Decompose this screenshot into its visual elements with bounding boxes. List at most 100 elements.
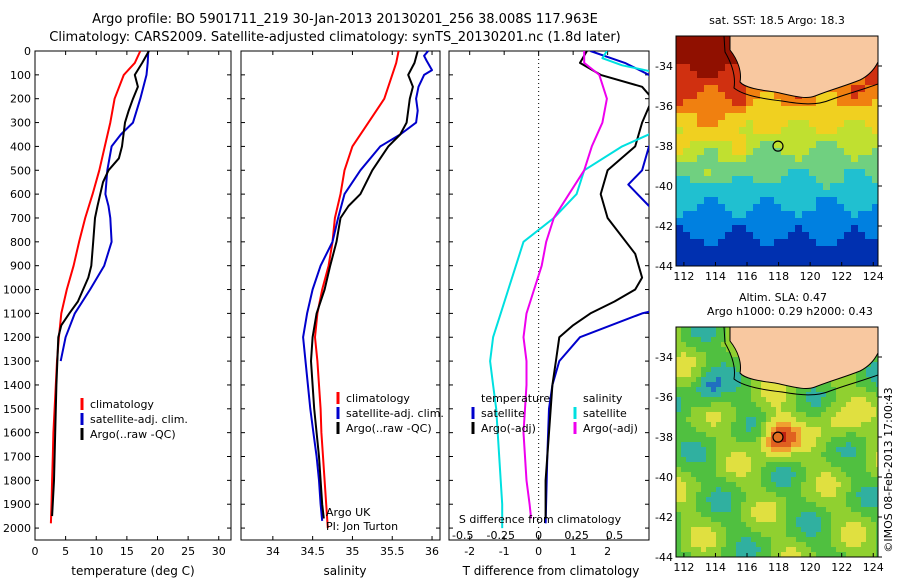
heatmap-cell (726, 342, 732, 348)
heatmap-cell (865, 106, 873, 114)
heatmap-cell (731, 382, 737, 388)
heatmap-cell (796, 472, 802, 478)
heatmap-cell (751, 512, 757, 518)
heatmap-cell (751, 502, 757, 508)
heatmap-cell (836, 397, 842, 403)
heatmap-cell (697, 134, 705, 142)
heatmap-cell (683, 50, 691, 58)
heatmap-cell (683, 148, 691, 156)
heatmap-cell (718, 134, 726, 142)
heatmap-cell (846, 552, 852, 557)
heatmap-cell (766, 402, 772, 408)
heatmap-cell (736, 487, 742, 493)
depth-tick-label: 100 (10, 69, 31, 82)
heatmap-cell (861, 402, 867, 408)
heatmap-cell (706, 427, 712, 433)
heatmap-cell (841, 512, 847, 518)
heatmap-cell (726, 487, 732, 493)
heatmap-cell (796, 547, 802, 553)
heatmap-cell (821, 537, 827, 543)
heatmap-cell (809, 113, 817, 121)
heatmap-cell (781, 412, 787, 418)
heatmap-cell (856, 417, 862, 423)
heatmap-cell (725, 106, 733, 114)
heatmap-cell (706, 397, 712, 403)
depth-axis-ticks: 0100200300400500600700800900100011001200… (3, 45, 231, 535)
heatmap-cell (706, 457, 712, 463)
heatmap-cell (766, 397, 772, 403)
heatmap-cell (781, 92, 789, 100)
heatmap-cell (761, 477, 767, 483)
heatmap-cell (830, 148, 838, 156)
heatmap-cell (871, 492, 877, 498)
heatmap-cell (781, 507, 787, 513)
heatmap-cell (776, 427, 782, 433)
heatmap-cell (676, 204, 684, 212)
temperature-panel: 0100200300400500600700800900100011001200… (3, 45, 232, 578)
heatmap-cell (871, 402, 877, 408)
heatmap-cell (826, 547, 832, 553)
sst-land-mass (729, 36, 878, 98)
heatmap-cell (811, 542, 817, 548)
heatmap-cell (746, 387, 752, 393)
heatmap-cell (701, 432, 707, 438)
heatmap-cell (736, 412, 742, 418)
heatmap-cell (746, 402, 752, 408)
heatmap-cell (761, 502, 767, 508)
heatmap-cell (830, 232, 838, 240)
heatmap-cell (791, 537, 797, 543)
heatmap-cell (846, 462, 852, 468)
heatmap-cell (756, 457, 762, 463)
heatmap-cell (856, 522, 862, 528)
heatmap-cell (781, 547, 787, 553)
heatmap-cell (746, 547, 752, 553)
heatmap-cell (788, 197, 796, 205)
heatmap-cell (776, 497, 782, 503)
heatmap-cell (690, 225, 698, 233)
heatmap-cell (716, 412, 722, 418)
heatmap-cell (861, 407, 867, 413)
heatmap-cell (732, 183, 740, 191)
heatmap-cell (746, 502, 752, 508)
heatmap-cell (802, 190, 810, 198)
heatmap-cell (872, 127, 878, 135)
heatmap-cell (856, 537, 862, 543)
heatmap-cell (726, 472, 732, 478)
heatmap-cell (721, 367, 727, 373)
heatmap-cell (766, 412, 772, 418)
heatmap-cell (711, 477, 717, 483)
heatmap-cell (861, 542, 867, 548)
heatmap-cell (876, 392, 878, 398)
heatmap-cell (856, 497, 862, 503)
heatmap-cell (701, 537, 707, 543)
heatmap-cell (683, 218, 691, 226)
heatmap-cell (830, 204, 838, 212)
heatmap-cell (756, 492, 762, 498)
heatmap-cell (691, 372, 697, 378)
heatmap-cell (741, 462, 747, 468)
heatmap-cell (861, 432, 867, 438)
heatmap-cell (701, 407, 707, 413)
heatmap-cell (696, 347, 702, 353)
depth-tick-label: 300 (10, 117, 31, 130)
heatmap-cell (856, 422, 862, 428)
heatmap-cell (746, 260, 754, 266)
heatmap-cell (776, 442, 782, 448)
heatmap-cell (802, 176, 810, 184)
map-x-tick-label: 114 (705, 561, 726, 574)
heatmap-cell (701, 497, 707, 503)
salinity-panel: 34 34.5 35 35.5 36 salinity climatology sate… (240, 50, 444, 578)
heatmap-cell (796, 452, 802, 458)
heatmap-cell (795, 155, 803, 163)
heatmap-cell (796, 442, 802, 448)
heatmap-cell (781, 134, 789, 142)
heatmap-cell (816, 427, 822, 433)
heatmap-cell (846, 537, 852, 543)
heatmap-cell (851, 407, 857, 413)
sst-map-frame (675, 35, 879, 267)
heatmap-cell (811, 417, 817, 423)
heatmap-cell (721, 512, 727, 518)
heatmap-cell (851, 412, 857, 418)
heatmap-cell (697, 127, 705, 135)
heatmap-cell (691, 362, 697, 368)
